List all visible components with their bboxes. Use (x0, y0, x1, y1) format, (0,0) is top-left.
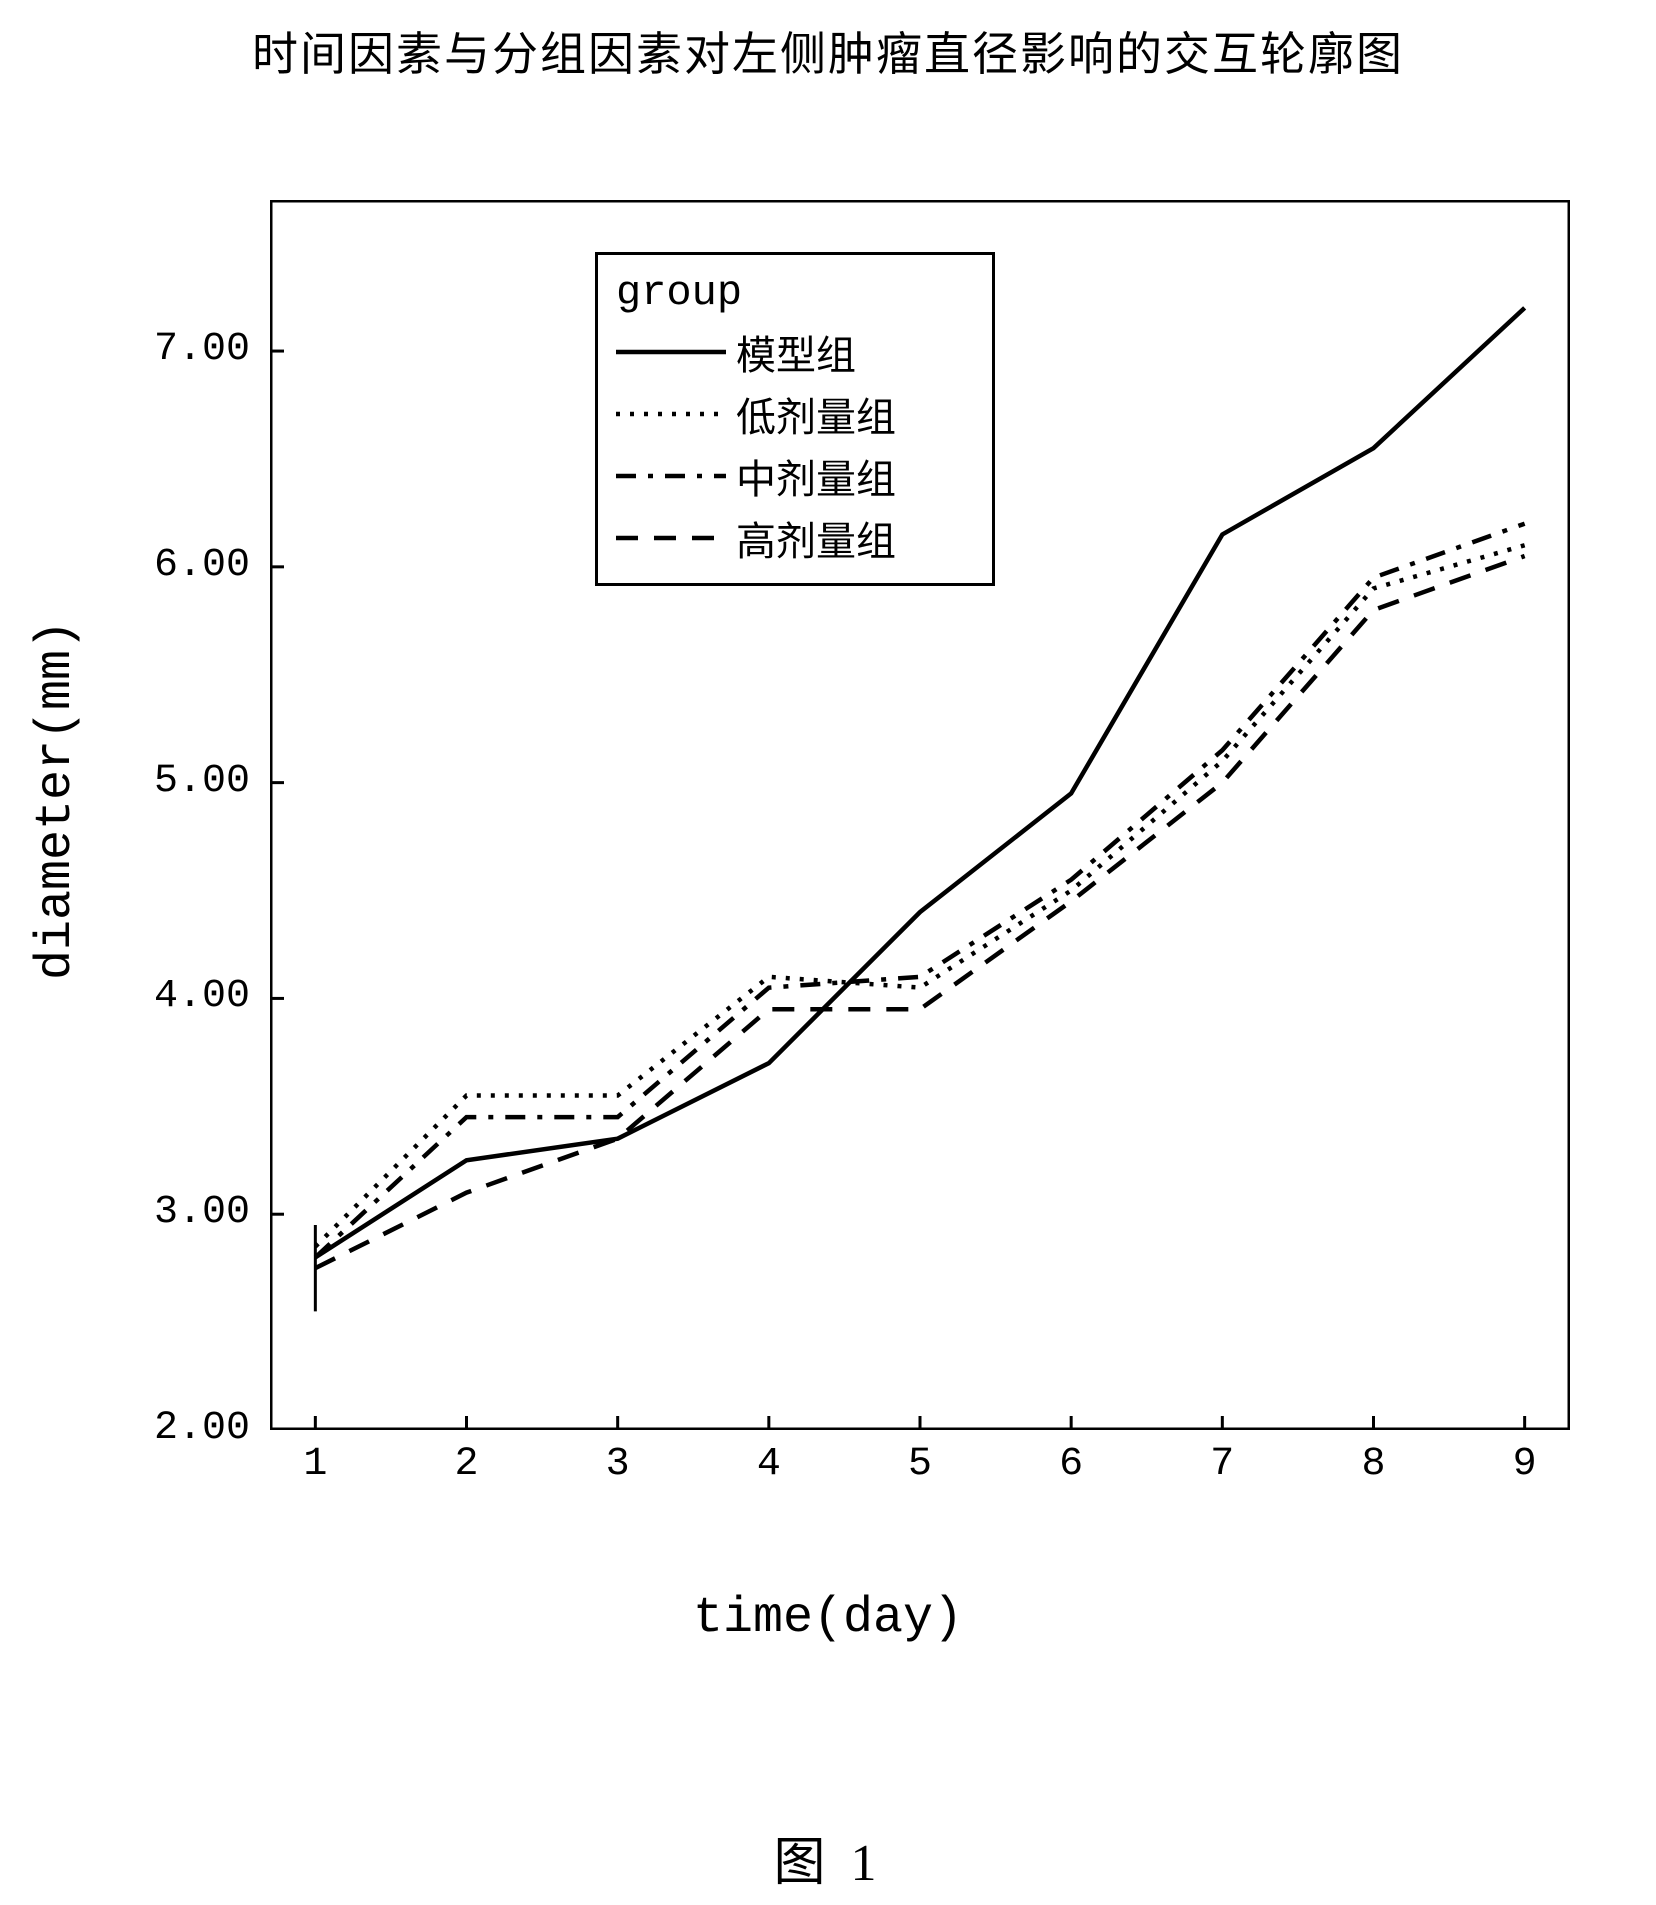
x-tick-label: 8 (1353, 1442, 1393, 1487)
x-tick-label: 9 (1505, 1442, 1545, 1487)
x-tick-label: 4 (749, 1442, 789, 1487)
legend-item: 中剂量组 (616, 447, 974, 505)
legend-swatch (616, 523, 726, 553)
figure-caption: 图 1 (0, 1820, 1656, 1895)
x-tick-label: 5 (900, 1442, 940, 1487)
legend-swatch (616, 399, 726, 429)
y-tick-label: 3.00 (130, 1190, 250, 1235)
y-tick-label: 7.00 (130, 327, 250, 372)
legend-label: 模型组 (736, 323, 856, 381)
legend-label: 中剂量组 (736, 447, 896, 505)
legend-item: 低剂量组 (616, 385, 974, 443)
x-tick-label: 7 (1202, 1442, 1242, 1487)
series-line (315, 545, 1524, 1246)
x-tick-label: 2 (447, 1442, 487, 1487)
legend-item: 高剂量组 (616, 509, 974, 567)
x-tick-label: 3 (598, 1442, 638, 1487)
series-line (315, 524, 1524, 1258)
page: 时间因素与分组因素对左侧肿瘤直径影响的交互轮廓图 diameter(mm) ti… (0, 0, 1656, 1905)
legend-item: 模型组 (616, 323, 974, 381)
legend-swatch (616, 461, 726, 491)
legend-title: group (616, 269, 974, 317)
legend-label: 高剂量组 (736, 509, 896, 567)
legend-label: 低剂量组 (736, 385, 896, 443)
x-axis-label: time(day) (0, 1590, 1656, 1647)
x-tick-label: 6 (1051, 1442, 1091, 1487)
legend-swatch (616, 337, 726, 367)
y-axis-label: diameter(mm) (28, 200, 85, 1400)
y-tick-label: 5.00 (130, 759, 250, 804)
x-tick-label: 1 (295, 1442, 335, 1487)
y-tick-label: 6.00 (130, 543, 250, 588)
legend: group 模型组低剂量组中剂量组高剂量组 (595, 252, 995, 586)
chart-title: 时间因素与分组因素对左侧肿瘤直径影响的交互轮廓图 (0, 18, 1656, 84)
y-tick-label: 2.00 (130, 1406, 250, 1451)
y-tick-label: 4.00 (130, 974, 250, 1019)
